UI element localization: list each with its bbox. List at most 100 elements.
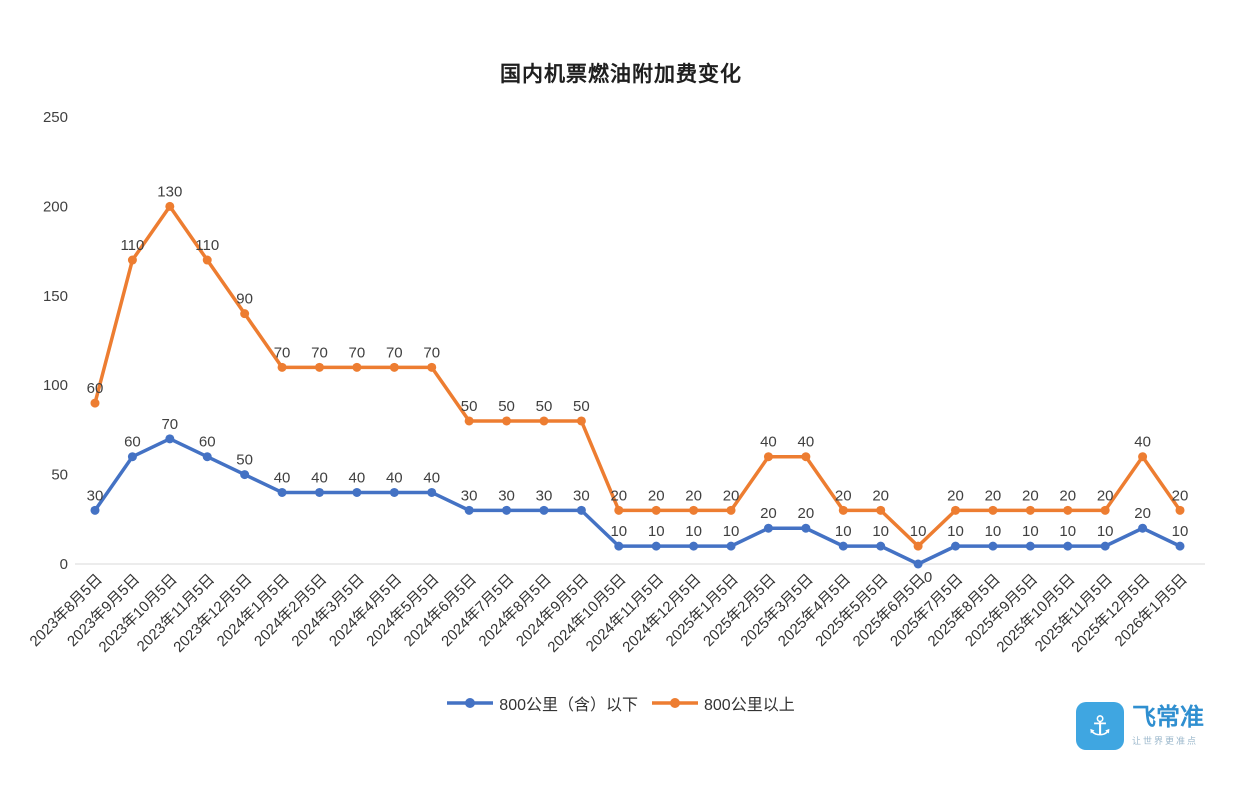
data-label-series-0: 10 [1172,523,1189,540]
data-label-series-0: 60 [124,434,141,451]
data-label-series-1: 110 [120,237,144,254]
point-marker-series-0 [1100,541,1110,551]
data-label-series-1: 20 [723,487,740,504]
point-marker-series-1 [539,416,549,426]
data-label-series-0: 30 [498,487,515,504]
data-label-series-0: 10 [610,523,627,540]
data-label-series-0: 10 [985,523,1002,540]
data-label-series-0: 10 [648,523,665,540]
data-label-series-0: 10 [1022,523,1039,540]
y-tick-label: 150 [43,288,68,305]
point-marker-series-0 [726,541,736,551]
y-tick-label: 200 [43,198,68,215]
point-marker-series-1 [876,505,886,515]
data-label-series-1: 20 [1022,487,1039,504]
series-line-0 [93,437,1182,566]
point-marker-series-0 [988,541,998,551]
variflight-logo-text: 飞常准 让世界更准点 [1132,704,1204,746]
legend-item-over-800km: 800公里以上 [652,691,795,715]
point-marker-series-1 [464,416,474,426]
data-label-series-0: 40 [274,469,291,486]
variflight-logo: ⚓ 飞常准 让世界更准点 [1076,702,1204,750]
point-marker-series-1 [1138,452,1148,462]
data-label-series-0: 20 [798,505,815,522]
point-marker-series-1 [988,505,998,515]
data-label-series-0: 70 [161,416,178,433]
data-label-series-1: 70 [274,344,291,361]
data-label-series-1: 70 [386,344,403,361]
point-marker-series-0 [614,541,624,551]
series-line-1 [93,204,1182,548]
point-marker-series-1 [689,505,699,515]
fuel-surcharge-line-chart: 0501001502002502023年8月5日2023年9月5日2023年10… [27,109,1205,656]
point-marker-series-0 [913,559,923,569]
data-label-series-1: 20 [985,487,1002,504]
point-marker-series-0 [165,434,175,444]
legend: 800公里（含）以下 800公里以上 [0,691,1242,715]
data-label-series-1: 70 [349,344,366,361]
point-marker-series-1 [614,505,624,515]
data-label-series-1: 40 [1134,434,1151,451]
data-label-series-1: 50 [536,398,553,415]
data-label-series-1: 40 [798,434,815,451]
data-label-series-0: 50 [236,452,253,469]
point-marker-series-1 [838,505,848,515]
point-marker-series-0 [689,541,699,551]
data-label-series-0: 0 [924,569,932,586]
data-label-series-0: 10 [1059,523,1076,540]
legend-marker-blue-line-dot [447,698,494,708]
data-label-series-1: 110 [195,237,219,254]
logo-tagline: 让世界更准点 [1132,735,1199,746]
point-marker-series-1 [576,416,586,426]
data-label-series-1: 50 [498,398,515,415]
data-label-series-0: 30 [536,487,553,504]
legend-label-over-800km: 800公里以上 [704,697,795,714]
data-label-series-0: 40 [311,469,328,486]
data-label-series-0: 40 [423,469,440,486]
point-marker-series-1 [726,505,736,515]
data-label-series-1: 20 [1059,487,1076,504]
data-label-series-1: 20 [648,487,665,504]
point-marker-series-1 [951,505,961,515]
chart-title: 国内机票燃油附加费变化 [500,63,742,86]
variflight-logo-icon: ⚓ [1076,702,1124,750]
point-marker-series-0 [90,505,100,515]
point-marker-series-0 [876,541,886,551]
point-marker-series-0 [763,523,773,533]
data-label-series-1: 20 [1172,487,1189,504]
data-label-series-0: 10 [872,523,889,540]
point-marker-series-1 [127,255,137,265]
point-marker-series-0 [202,452,212,462]
legend-label-under-800km: 800公里（含）以下 [499,697,638,714]
point-marker-series-0 [464,505,474,515]
data-label-series-1: 20 [947,487,964,504]
point-marker-series-0 [1138,523,1148,533]
point-marker-series-1 [277,362,287,372]
data-label-series-0: 30 [573,487,590,504]
point-marker-series-0 [539,505,549,515]
point-marker-series-1 [202,255,212,265]
y-tick-label: 0 [60,556,68,573]
data-label-series-1: 20 [1097,487,1114,504]
data-label-series-0: 10 [835,523,852,540]
data-label-series-1: 20 [872,487,889,504]
point-marker-series-1 [763,452,773,462]
data-label-series-1: 50 [573,398,590,415]
data-label-series-0: 10 [685,523,702,540]
point-marker-series-1 [502,416,512,426]
data-label-series-1: 10 [910,523,927,540]
data-label-series-1: 70 [423,344,440,361]
point-marker-series-0 [576,505,586,515]
data-label-series-0: 10 [947,523,964,540]
point-marker-series-1 [240,309,250,319]
point-marker-series-0 [314,487,324,497]
point-marker-series-0 [1063,541,1073,551]
point-marker-series-1 [1100,505,1110,515]
data-label-series-0: 30 [461,487,478,504]
data-label-series-1: 20 [685,487,702,504]
point-marker-series-0 [502,505,512,515]
point-marker-series-1 [165,201,175,211]
point-marker-series-0 [277,487,287,497]
data-label-series-0: 10 [1097,523,1114,540]
point-marker-series-1 [801,452,811,462]
